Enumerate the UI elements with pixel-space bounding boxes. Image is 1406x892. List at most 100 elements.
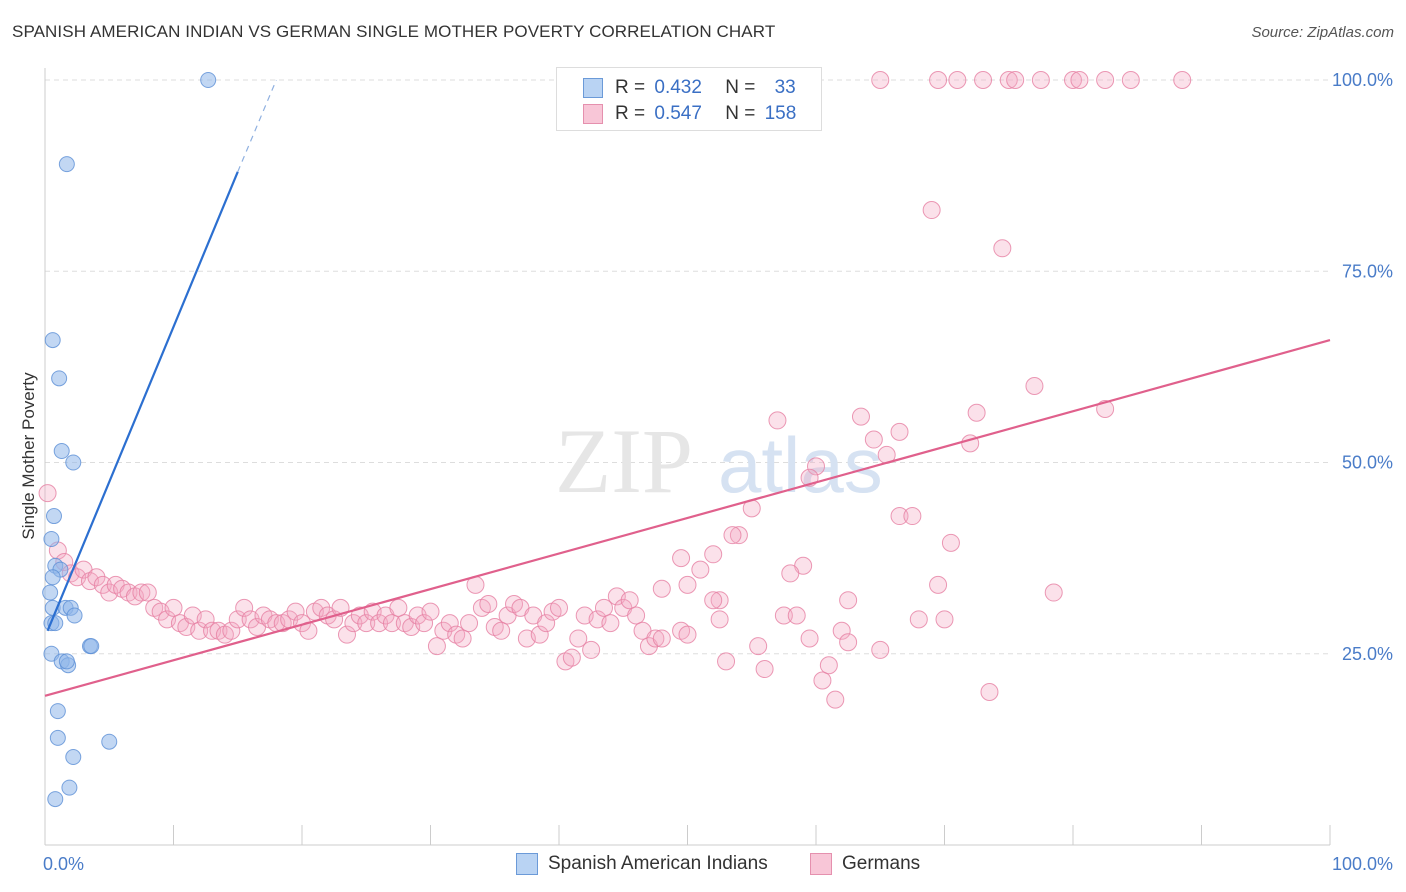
data-point — [196, 610, 215, 629]
data-point — [871, 71, 890, 89]
data-point — [312, 598, 331, 617]
data-point — [826, 690, 845, 709]
data-point — [935, 610, 954, 629]
legend-swatch-pink — [583, 104, 603, 124]
data-point — [45, 508, 62, 525]
trend-line-spanish-american-indians — [46, 171, 239, 632]
data-point — [890, 422, 909, 441]
data-point — [44, 332, 61, 349]
data-point — [550, 598, 568, 617]
data-point — [569, 629, 588, 648]
data-point — [729, 526, 748, 545]
data-point — [993, 239, 1012, 258]
data-point — [890, 507, 909, 526]
y-tick-label: 50.0% — [1342, 453, 1393, 473]
data-point — [999, 71, 1018, 89]
data-point — [66, 607, 83, 624]
data-point — [427, 637, 446, 656]
data-point — [562, 648, 581, 667]
data-point — [415, 614, 434, 633]
data-point — [337, 625, 356, 644]
data-point — [530, 625, 549, 644]
data-point — [83, 638, 100, 655]
n-value: 33 — [774, 77, 796, 98]
data-point — [65, 749, 82, 766]
data-point — [51, 370, 68, 387]
data-point — [864, 430, 883, 449]
data-point — [47, 791, 64, 808]
y-tick-label: 75.0% — [1342, 261, 1393, 281]
data-point — [49, 703, 66, 720]
chart-title: SPANISH AMERICAN INDIAN VS GERMAN SINGLE… — [12, 22, 776, 41]
legend-label: Germans — [842, 853, 921, 874]
r-value: 0.547 — [654, 103, 702, 124]
data-point — [49, 729, 66, 746]
data-point — [652, 579, 671, 598]
data-point — [453, 629, 472, 648]
data-point — [582, 640, 601, 659]
data-point — [929, 71, 948, 89]
data-point — [941, 533, 960, 552]
series-spanish-american-indians — [42, 72, 217, 808]
data-point — [1006, 71, 1025, 89]
legend-item-germans: Germans — [810, 852, 920, 876]
series-germans — [38, 71, 1192, 709]
data-point — [832, 621, 851, 640]
trend-lines — [44, 79, 1331, 697]
data-point — [710, 591, 729, 610]
data-point — [222, 621, 241, 640]
r-label: R = — [615, 103, 646, 124]
axes — [44, 68, 1331, 846]
data-point — [755, 660, 774, 679]
data-point — [138, 583, 157, 602]
data-point — [909, 610, 928, 629]
source-label: Source: ZipAtlas.com — [1251, 24, 1394, 41]
data-point — [774, 606, 793, 625]
data-point — [492, 621, 511, 640]
data-point — [980, 683, 999, 701]
data-point — [717, 652, 736, 671]
n-value: 158 — [764, 103, 797, 124]
data-point — [357, 614, 376, 633]
n-label: N = — [725, 103, 756, 124]
data-point — [787, 606, 806, 625]
data-point — [768, 411, 787, 430]
data-point — [479, 595, 498, 614]
data-point — [691, 560, 710, 579]
x-tick-label: 100.0% — [1332, 854, 1393, 874]
data-point — [228, 610, 247, 629]
legend-label: Spanish American Indians — [548, 853, 768, 874]
data-point — [58, 653, 75, 670]
data-point — [813, 671, 832, 690]
trend-line-germans — [44, 339, 1331, 697]
data-point — [1070, 71, 1089, 89]
watermark-zip: ZIP — [555, 410, 693, 512]
data-point — [1096, 71, 1115, 89]
data-point — [1173, 71, 1192, 89]
data-point — [286, 602, 305, 621]
data-point — [101, 733, 118, 750]
y-tick-label: 100.0% — [1332, 70, 1393, 90]
data-point — [594, 598, 613, 617]
data-point — [38, 484, 57, 503]
grid-lines — [45, 79, 1330, 655]
data-point — [65, 454, 82, 471]
data-point — [974, 71, 993, 89]
data-point — [929, 575, 948, 594]
watermark-atlas: atlas — [718, 421, 883, 509]
data-point — [43, 531, 60, 547]
data-point — [389, 598, 408, 617]
data-point — [851, 407, 870, 426]
data-point — [781, 564, 800, 583]
data-point — [1096, 399, 1115, 418]
data-point — [421, 602, 440, 621]
data-point — [235, 598, 254, 617]
data-point — [967, 403, 986, 422]
data-point — [652, 629, 671, 648]
data-point — [61, 779, 78, 796]
tick-labels: 25.0% 50.0% 75.0% 100.0% 0.0% 100.0% — [43, 70, 1393, 874]
data-point — [723, 526, 742, 545]
data-point — [710, 610, 729, 629]
data-point — [42, 584, 59, 601]
